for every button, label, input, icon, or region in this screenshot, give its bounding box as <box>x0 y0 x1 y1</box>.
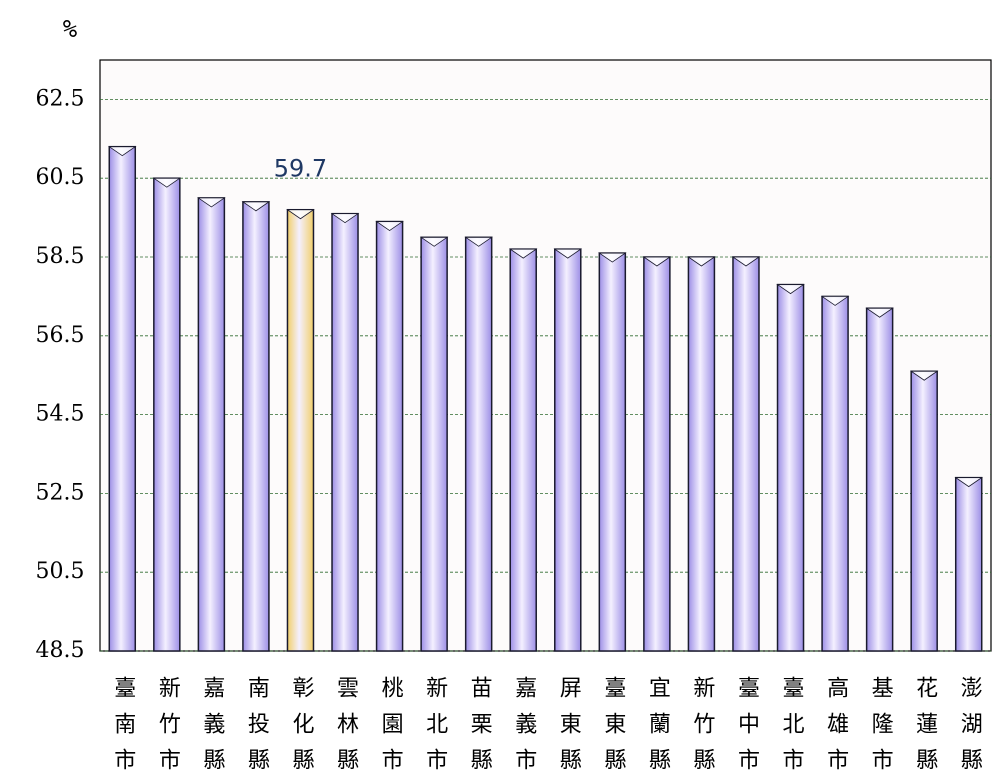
bar-cap <box>152 177 182 188</box>
y-tick-label: 48.5 <box>36 638 85 663</box>
x-tick-label: 新竹縣 <box>689 676 715 778</box>
bar <box>954 476 983 652</box>
y-axis-label: % <box>63 15 78 43</box>
x-tick-label: 宜蘭縣 <box>645 676 671 778</box>
bar-cap <box>909 370 939 381</box>
bar <box>509 248 537 652</box>
bar-cap <box>107 146 137 157</box>
x-tick-label: 新北市 <box>422 676 448 778</box>
x-tick-label: 桃園市 <box>378 676 404 778</box>
bar <box>687 256 716 652</box>
bar <box>776 283 805 652</box>
x-tick-label: 花蓮縣 <box>912 676 938 778</box>
bar <box>554 248 582 652</box>
x-tick-label: 雲林縣 <box>333 676 359 778</box>
bar-cap <box>375 221 404 232</box>
x-tick-label: 基隆市 <box>868 676 894 778</box>
bar-cap <box>642 256 672 267</box>
x-tick-label: 臺南市 <box>110 676 135 778</box>
bar-cap <box>241 201 271 212</box>
bar <box>865 307 894 652</box>
data-label: 59.7 <box>274 155 327 183</box>
bar-cap <box>286 209 315 220</box>
bar-cap <box>731 256 761 267</box>
x-tick-label: 嘉義縣 <box>199 676 225 778</box>
bar <box>108 145 137 652</box>
bar-cap <box>464 236 493 247</box>
x-tick-label: 嘉義市 <box>511 676 537 778</box>
bar <box>821 295 849 652</box>
bar-cap <box>508 248 538 259</box>
bar-cap <box>197 197 226 208</box>
y-tick-label: 50.5 <box>36 559 85 584</box>
y-tick-label: 56.5 <box>36 323 85 348</box>
x-tick-label: 苗栗縣 <box>467 676 493 778</box>
x-tick-label: 臺北市 <box>779 676 805 778</box>
plot-area <box>99 59 992 652</box>
bar-cap <box>687 256 716 267</box>
bar-cap <box>330 213 360 224</box>
bar <box>420 236 448 652</box>
bar-cap <box>598 252 627 263</box>
y-tick-label: 60.5 <box>36 165 85 190</box>
bar <box>197 197 226 652</box>
x-tick-label: 新竹市 <box>155 676 181 778</box>
bar <box>732 256 760 652</box>
bar <box>464 236 493 652</box>
x-tick-label: 彰化縣 <box>288 676 314 778</box>
bar-cap <box>954 477 984 488</box>
bar <box>331 212 359 652</box>
y-tick-label: 54.5 <box>36 402 85 427</box>
x-tick-label: 南投縣 <box>244 676 270 778</box>
bar <box>242 201 270 652</box>
x-tick-label: 澎湖縣 <box>957 676 983 778</box>
bar <box>910 370 938 652</box>
bar-cap <box>419 236 449 247</box>
x-tick-label: 高雄市 <box>823 676 849 778</box>
bar <box>286 208 315 652</box>
bar <box>598 252 627 652</box>
bar-cap <box>553 248 583 259</box>
y-tick-label: 52.5 <box>36 480 85 505</box>
bar <box>375 220 404 652</box>
x-tick-label: 臺東縣 <box>600 676 626 778</box>
x-tick-label: 臺中市 <box>734 676 759 778</box>
y-tick-label: 62.5 <box>36 86 85 111</box>
bar-cap <box>820 295 850 306</box>
bar-cap <box>776 284 805 295</box>
bar <box>153 177 181 652</box>
bar <box>643 256 671 652</box>
x-tick-label: 屏東縣 <box>556 676 582 778</box>
y-tick-label: 58.5 <box>36 244 85 269</box>
bar-cap <box>865 307 894 318</box>
